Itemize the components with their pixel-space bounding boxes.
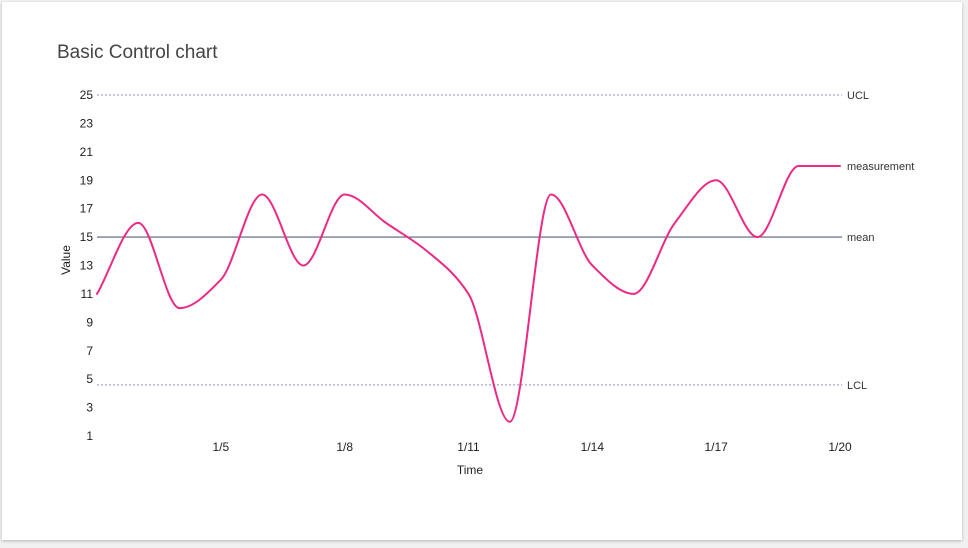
data-point-1-4 [177,306,182,311]
chart-card: Basic Control chart 1 3 5 7 9 11 13 15 17 19 21 23 2… [2,2,962,540]
y-tick-label-15: 15 [80,230,94,244]
data-point-1-15 [631,291,636,296]
series-line-measurement [96,165,841,423]
series-label-lcl: LCL [847,380,867,392]
data-point-1-11 [466,291,471,296]
y-tick-label-9: 9 [86,315,93,329]
data-point-1-5 [218,277,223,282]
y-tick-label-25: 25 [80,88,94,102]
data-point-1-8 [342,192,347,197]
x-tick-label-1-5: 1/5 [212,440,229,454]
y-axis-title: Value [59,245,73,275]
data-point-1-9 [383,220,388,225]
data-point-1-20 [838,164,843,169]
data-point-1-19 [796,164,801,169]
data-point-1-13 [549,192,554,197]
x-tick-label-1-17: 1/17 [704,440,728,454]
x-tick-label-1-8: 1/8 [336,440,353,454]
series-label-measurement: measurement [847,161,914,173]
data-point-1-12 [507,419,512,424]
data-point-1-18 [755,235,760,240]
data-point-1-2 [95,291,100,296]
y-tick-label-7: 7 [86,344,93,358]
y-tick-label-19: 19 [80,173,94,187]
x-axis-title: Time [457,463,484,477]
y-tick-label-17: 17 [80,202,94,216]
data-point-1-7 [301,263,306,268]
x-tick-label-1-14: 1/14 [581,440,605,454]
data-point-1-3 [136,220,141,225]
y-tick-label-21: 21 [80,145,94,159]
y-tick-label-23: 23 [80,116,94,130]
data-point-1-16 [672,220,677,225]
y-tick-label-11: 11 [81,287,94,301]
series-label-mean: mean [847,232,875,244]
data-point-1-10 [425,249,430,254]
x-tick-label-1-20: 1/20 [828,440,852,454]
y-tick-label-1: 1 [86,429,93,443]
y-tick-label-13: 13 [80,259,94,273]
y-tick-label-5: 5 [86,372,93,386]
data-point-1-14 [590,263,595,268]
y-tick-label-3: 3 [86,401,93,415]
x-tick-label-1-11: 1/11 [457,440,480,454]
data-point-1-6 [260,192,265,197]
series-label-ucl: UCL [847,90,869,102]
data-point-1-17 [714,178,719,183]
chart-title: Basic Control chart [57,42,218,63]
